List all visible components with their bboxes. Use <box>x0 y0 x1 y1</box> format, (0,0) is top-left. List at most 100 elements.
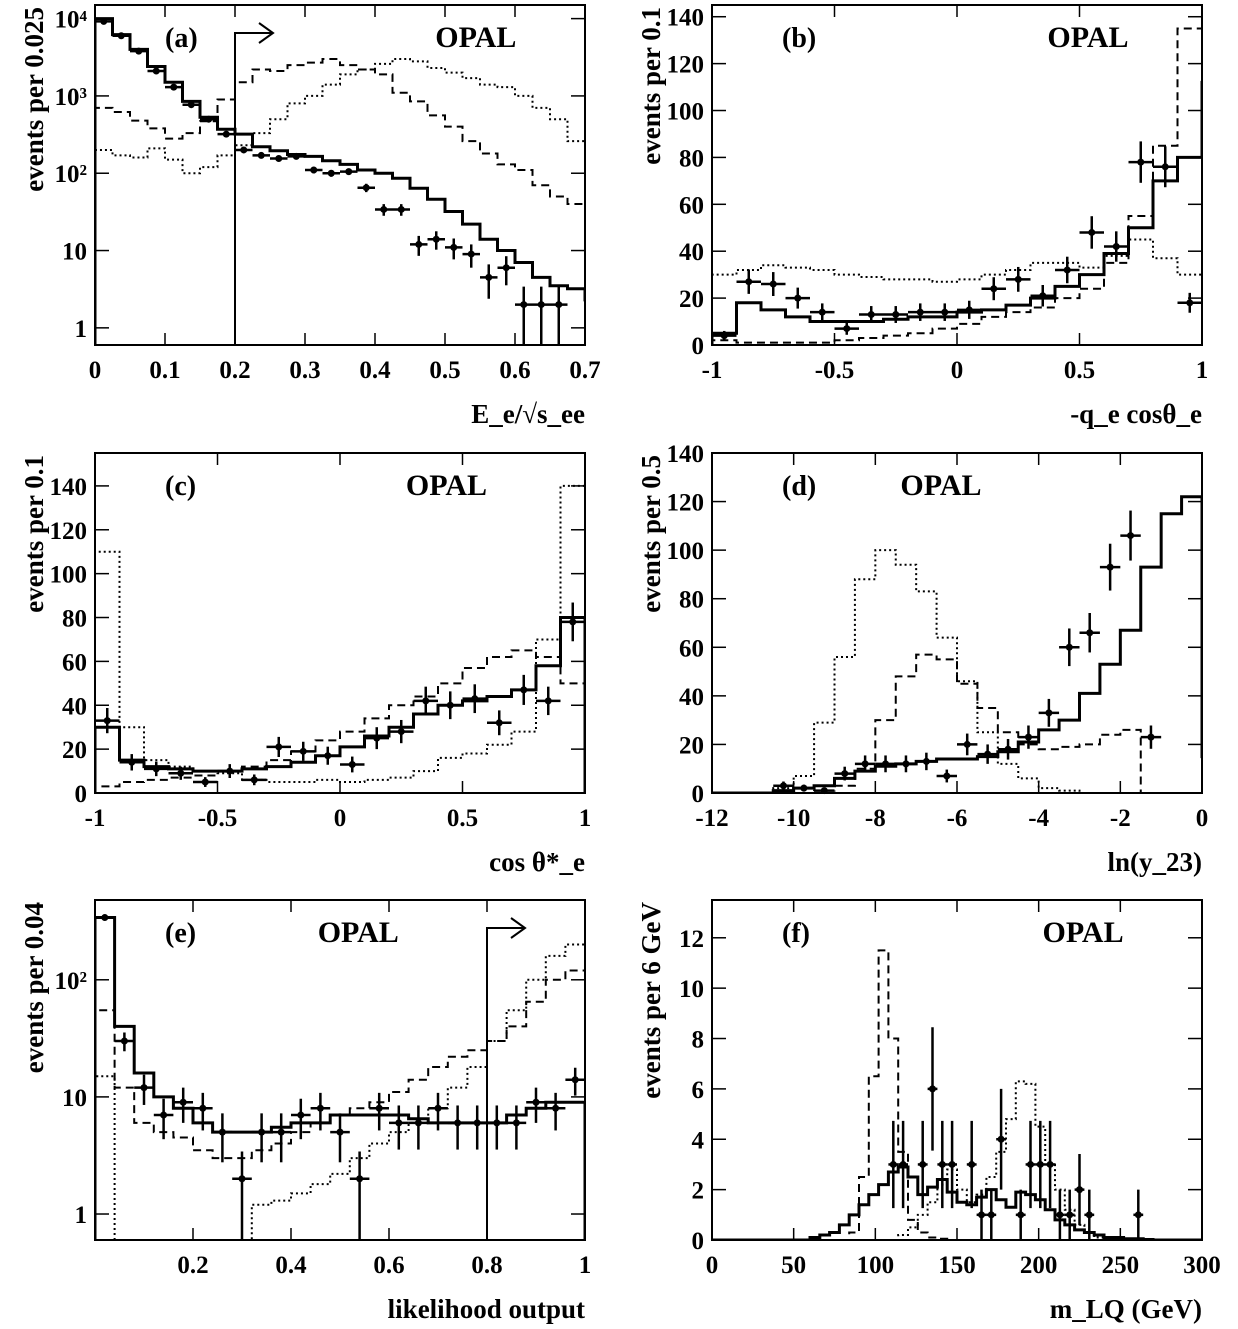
y-tick-label: 10 <box>679 976 704 1003</box>
data-point <box>526 1087 546 1123</box>
x-tick-label: 1 <box>579 1252 592 1279</box>
y-tick-label: 8 <box>692 1027 705 1054</box>
data-point <box>389 719 414 744</box>
x-tick-label: 0.1 <box>149 357 180 384</box>
x-tick-label: 0.7 <box>569 357 600 384</box>
data-point <box>1030 285 1055 307</box>
data-point <box>1035 1120 1046 1209</box>
data-point <box>854 755 876 773</box>
data-point <box>134 1074 154 1105</box>
y-tick-label: 0 <box>75 781 88 808</box>
data-point <box>859 306 884 323</box>
y-tick-label: 120 <box>667 490 705 517</box>
y-tick-label: 60 <box>62 649 87 676</box>
data-point <box>1099 543 1121 591</box>
data-point <box>173 1087 193 1123</box>
y-tick-label: 0 <box>692 333 705 360</box>
x-tick-label: 0.5 <box>429 357 460 384</box>
y-tick-label: 20 <box>679 286 704 313</box>
data-point <box>1128 141 1153 183</box>
plot-frame <box>711 4 1203 346</box>
x-tick-label: 0 <box>89 357 102 384</box>
y-tick-label: 2 <box>692 1178 705 1205</box>
data-point <box>165 83 183 91</box>
chart-panel-2: -1 -0.5 0 0.5 1 0 20 40 60 80 100 120 140 (b) OPAL -q_e… <box>636 4 1208 429</box>
plot-frame <box>94 899 586 1241</box>
experiment-tag: OPAL <box>435 21 516 54</box>
y-tick-label: 140 <box>667 5 705 32</box>
data-point <box>736 269 761 294</box>
plot-frame <box>711 452 1203 794</box>
data-point <box>112 32 130 40</box>
data-point <box>1038 698 1060 727</box>
data-point <box>1153 146 1178 188</box>
data-point <box>532 286 550 345</box>
data-point <box>917 1120 928 1209</box>
data-point <box>536 686 561 716</box>
y-tick-label: 1 <box>75 316 88 343</box>
data-point <box>235 146 253 154</box>
data-point <box>130 47 148 55</box>
data-point <box>957 733 978 756</box>
data-point <box>1015 1189 1026 1240</box>
experiment-tag: OPAL <box>318 916 399 949</box>
data-point <box>997 738 1019 760</box>
data-point <box>895 755 917 773</box>
data-point <box>357 183 375 193</box>
data-point <box>200 115 218 123</box>
data-point <box>1079 216 1104 249</box>
y-axis: 0 20 40 60 80 100 120 140 <box>667 441 1202 808</box>
data-point <box>947 1120 957 1209</box>
data-point <box>487 710 512 736</box>
panel-label: (d) <box>782 471 816 502</box>
data-point <box>1064 1189 1075 1240</box>
y-tick-label: 80 <box>62 606 87 633</box>
x-tick-label: 0 <box>951 357 964 384</box>
x-tick-label: 0 <box>334 805 347 832</box>
data-point <box>322 169 340 177</box>
y-tick-label: 10² <box>55 161 88 188</box>
data-point <box>252 151 270 159</box>
x-tick-label: 0.2 <box>177 1252 208 1279</box>
plot-frame <box>94 4 586 346</box>
data-point <box>785 287 810 309</box>
x-tick-label: -12 <box>695 805 728 832</box>
y-tick-label: 140 <box>667 441 705 468</box>
y-tick-label: 0 <box>692 781 705 808</box>
data-point <box>511 674 536 705</box>
histogram-solid <box>95 17 585 345</box>
chart-panel-4: -12 -10 -8 -6 -4 -2 0 0 20 40 60 80 100 120 140 (d) OPAL… <box>636 441 1209 877</box>
x-tick-label: -8 <box>865 805 886 832</box>
y-axis-label: events per 0.1 <box>636 7 666 165</box>
x-tick-label: 0.3 <box>289 357 320 384</box>
data-point <box>392 204 410 216</box>
data-point <box>793 784 815 792</box>
histogram-dotted <box>95 943 585 1240</box>
data-point <box>340 756 365 773</box>
x-axis-label: -q_e cosθ_e <box>1070 399 1202 429</box>
x-tick-label: -1 <box>85 805 106 832</box>
data-point <box>908 303 933 321</box>
y-tick-label: 6 <box>692 1077 705 1104</box>
data-point <box>712 330 737 341</box>
x-tick-label: 200 <box>1020 1252 1058 1279</box>
y-tick-label: 140 <box>50 474 88 501</box>
histogram-solid <box>95 616 585 793</box>
experiment-tag: OPAL <box>1042 916 1123 949</box>
data-point <box>810 303 835 321</box>
histogram-dotted <box>712 549 1100 793</box>
data-point <box>408 1105 429 1150</box>
data-point <box>427 231 445 250</box>
x-axis: -1 -0.5 0 0.5 1 <box>85 453 591 832</box>
histogram-dashed <box>712 653 1142 793</box>
x-tick-label: 0 <box>1196 805 1209 832</box>
data-point <box>144 761 169 777</box>
data-point <box>1074 1154 1085 1226</box>
data-point <box>898 1120 908 1209</box>
data-point <box>977 744 998 764</box>
y-tick-label: 80 <box>679 587 704 614</box>
data-point <box>1025 1120 1036 1209</box>
data-point <box>545 1092 566 1131</box>
x-axis: -1 -0.5 0 0.5 1 <box>702 5 1208 384</box>
data-point <box>428 1092 448 1131</box>
